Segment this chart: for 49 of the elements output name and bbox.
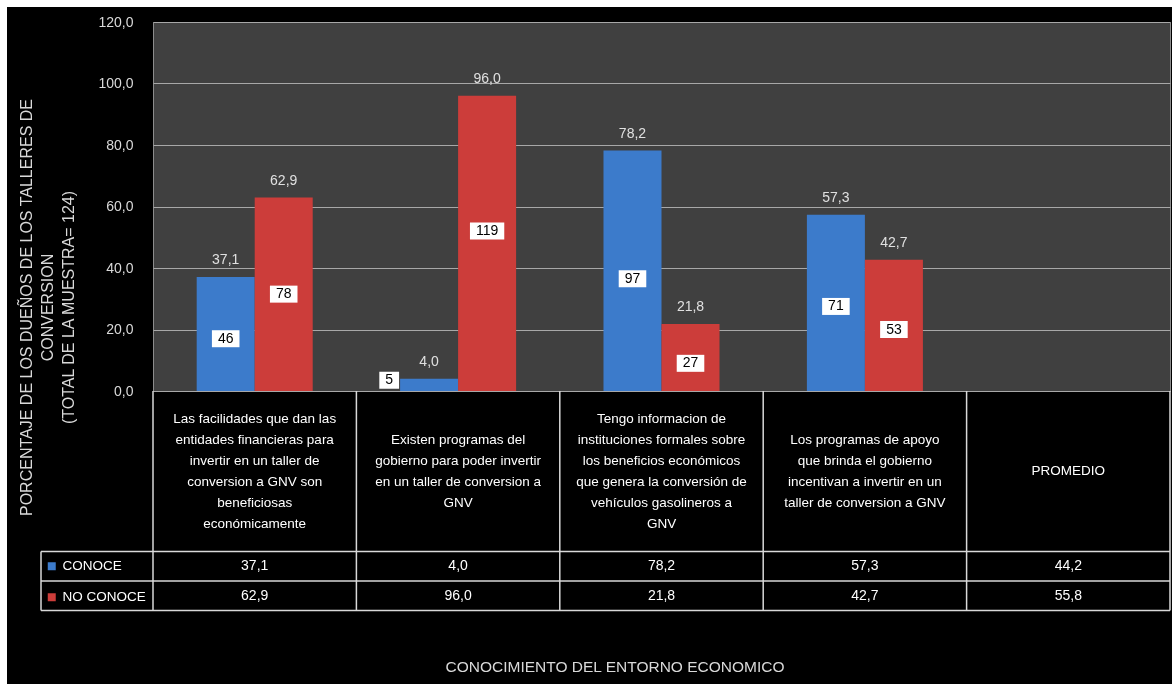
data-label: 21,8 xyxy=(647,586,676,603)
x-tick-label: Existen programas del gobierno para poder invertir en un taller de conversion a GNV xyxy=(375,431,542,510)
annotation: 97 xyxy=(624,269,641,286)
annotation: 53 xyxy=(886,320,902,337)
y-tick-label: 0,0 xyxy=(114,382,134,399)
bar xyxy=(254,197,313,391)
y-tick-label: 40,0 xyxy=(106,259,134,276)
annotation: 46 xyxy=(217,329,234,346)
data-label: 37,1 xyxy=(241,557,269,574)
bar xyxy=(806,214,865,391)
annotation: 5 xyxy=(385,371,394,388)
y-tick-label: 100,0 xyxy=(98,75,134,91)
annotation: 71 xyxy=(828,297,844,314)
text: 37,1 xyxy=(212,250,240,267)
text: 44,2 xyxy=(1054,557,1082,574)
data-label: 62,9 xyxy=(241,586,269,603)
data-label: 57,3 xyxy=(851,557,879,574)
y-tick-label: 80,0 xyxy=(106,136,134,153)
x-tick-label: PROMEDIO xyxy=(1031,463,1106,479)
data-label: 96,0 xyxy=(444,586,472,603)
x-tick-label: Tengo informacion de instituciones formales sobre los beneficios económicos que genera la conversión de vehículos gasolineros a GNV xyxy=(576,410,747,531)
data-label: 4,0 xyxy=(448,557,469,574)
y-tick-label: 20,0 xyxy=(106,321,134,337)
text: 96,0 xyxy=(473,69,501,86)
text: 57,3 xyxy=(822,188,850,205)
text: 55,8 xyxy=(1054,586,1082,603)
annotation: 27 xyxy=(682,354,699,371)
y-tick-label: 120,0 xyxy=(98,13,134,30)
annotation: 78 xyxy=(275,285,292,302)
x-tick-label: Los programas de apoyo que brinda el gobierno incentivan a invertir en un taller de conversion a GNV xyxy=(784,431,946,510)
bar xyxy=(603,150,662,391)
annotation: 119 xyxy=(475,222,499,239)
data-label: 78,2 xyxy=(647,557,676,574)
x-tick-label: Las facilidades que dan las entidades financieras para invertir en un taller de conversion a GNV son beneficiosas económicamente xyxy=(173,410,337,531)
text: CONOCIMIENTO DEL ENTORNO ECONOMICO xyxy=(445,658,785,675)
bar xyxy=(661,323,720,391)
data-label: 42,7 xyxy=(851,586,879,603)
text: 42,7 xyxy=(880,233,908,250)
legend-label: NO CONOCE xyxy=(62,589,146,605)
bar xyxy=(196,276,255,391)
legend-label: CONOCE xyxy=(62,558,122,574)
text: 62,9 xyxy=(270,171,298,188)
y-tick-label: 60,0 xyxy=(106,198,134,214)
text: 21,8 xyxy=(676,297,705,314)
bar xyxy=(864,259,923,391)
bar xyxy=(458,95,517,391)
y-axis-title: PORCENTAJE DE LOS DUEÑOS DE LOS TALLERES DE CONVERSION (TOTAL DE LA MUESTRA= 124) xyxy=(15,99,77,516)
text: 78,2 xyxy=(618,124,647,141)
text: 4,0 xyxy=(419,352,439,369)
